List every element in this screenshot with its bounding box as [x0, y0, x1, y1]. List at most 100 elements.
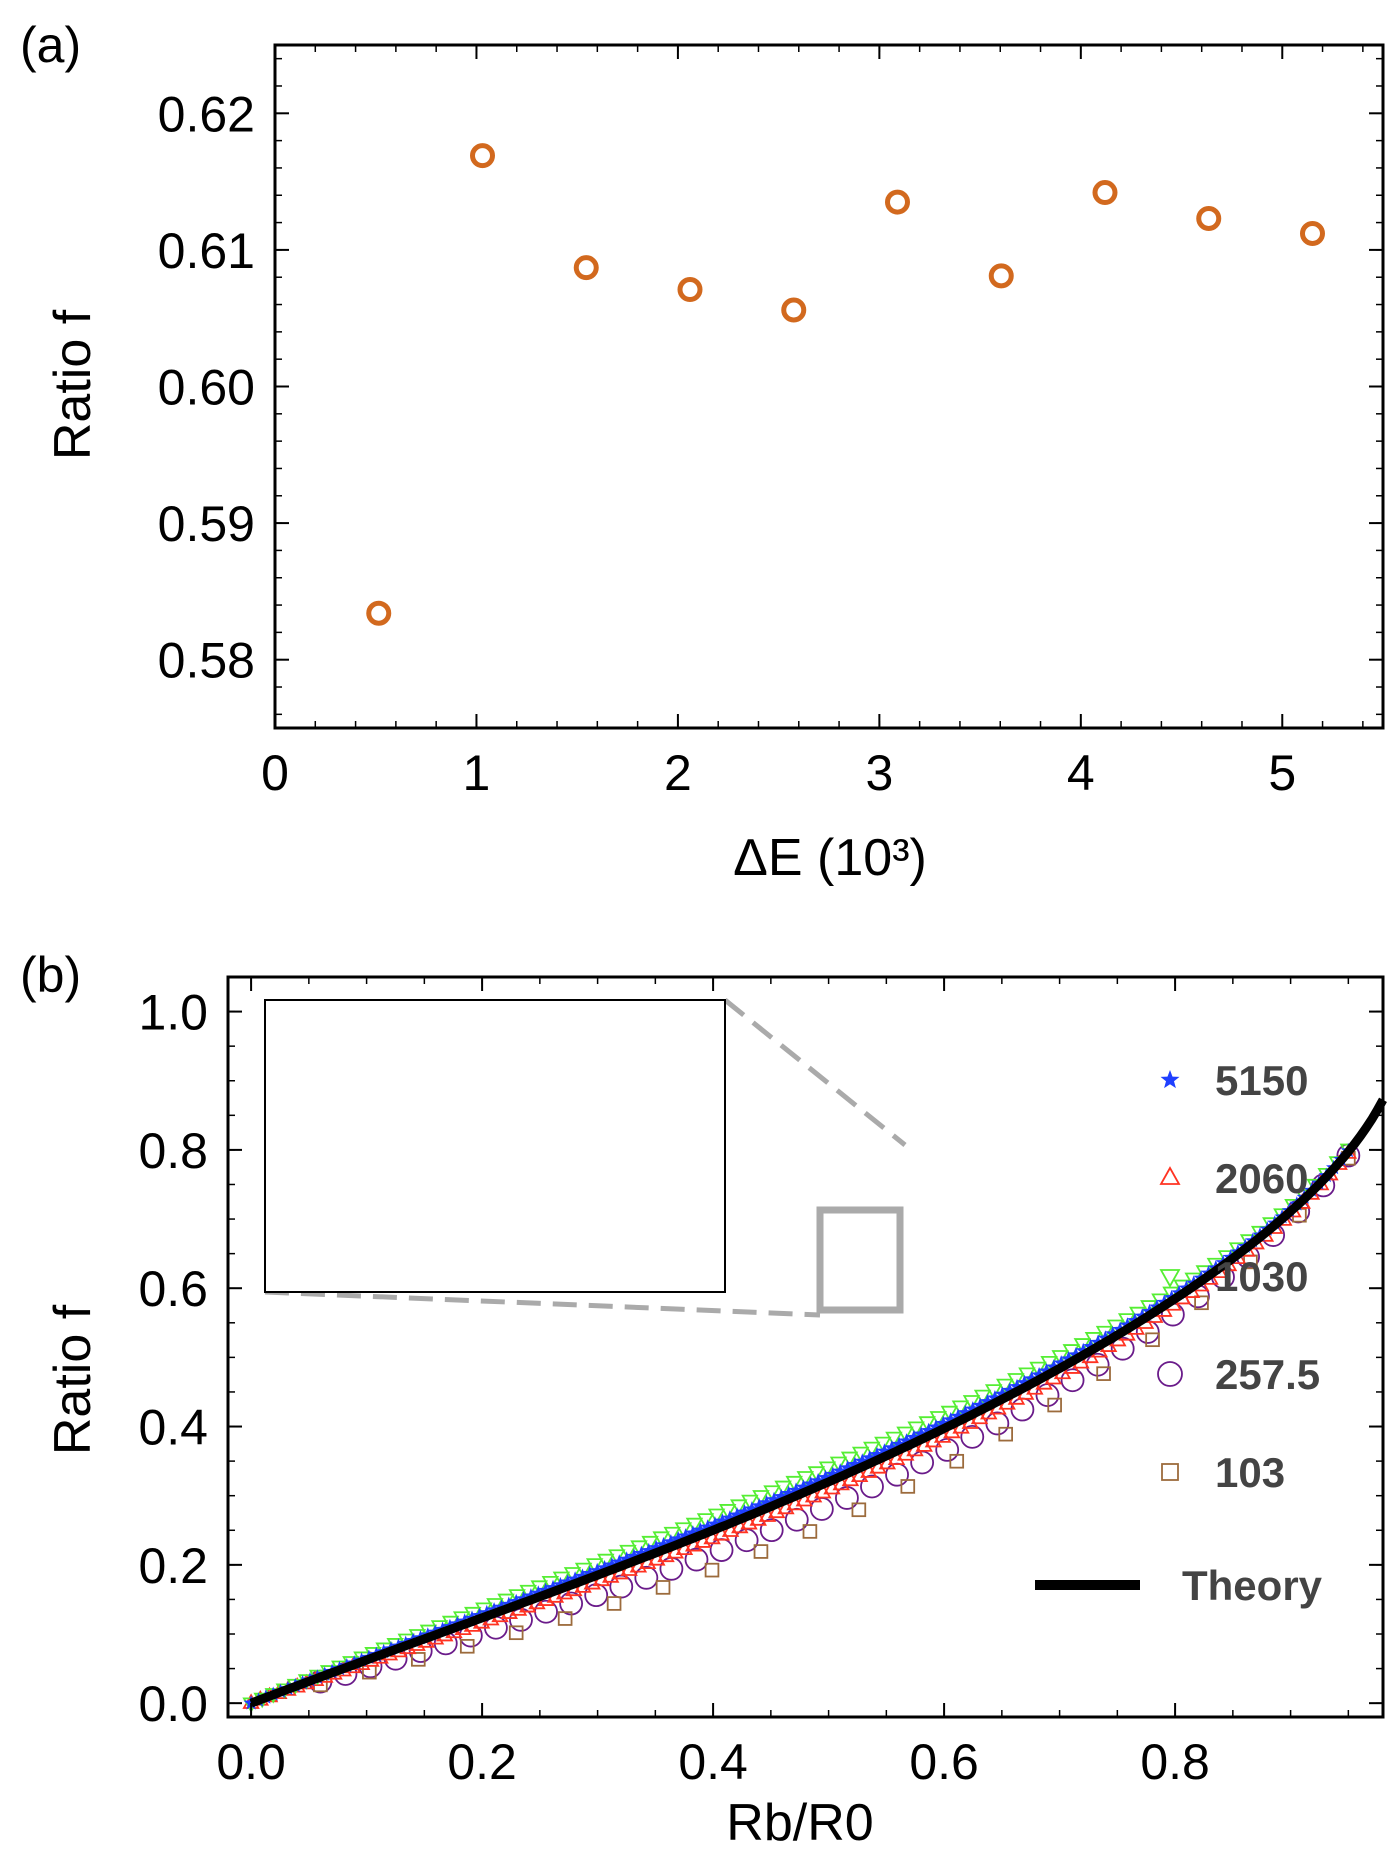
inset-series-5150-point	[563, 1692, 574, 1703]
series-103-point	[508, 1625, 524, 1641]
series-1030-point	[574, 1562, 593, 1579]
series-1030-point	[707, 1508, 726, 1525]
legend-label-5150: 5150	[1215, 1057, 1308, 1104]
series-103-point	[1145, 1332, 1160, 1348]
series-1030-point	[652, 1531, 670, 1547]
series-257-5-point	[985, 1411, 1010, 1436]
series-103-point	[949, 1453, 965, 1469]
series-103-point	[655, 1580, 671, 1595]
inset-series-5150-point	[610, 1682, 622, 1693]
series-103-point	[1194, 1295, 1209, 1311]
series-1030-point	[774, 1480, 792, 1497]
inset-series-5150-point	[634, 1677, 645, 1688]
series-103-point	[606, 1596, 622, 1611]
inset-series-5150-point	[337, 1743, 348, 1754]
series-5150-point	[906, 1429, 922, 1445]
series-5150-point	[560, 1574, 576, 1589]
series-1030-point	[552, 1571, 571, 1588]
series-5150-point	[655, 1536, 672, 1552]
series-1030-point	[896, 1426, 914, 1443]
inset-series-5150-point	[626, 1678, 637, 1689]
inset-series-5150-point	[665, 1669, 676, 1680]
inset-series-1030-point	[280, 1719, 293, 1730]
inset-series-5150-point	[719, 1657, 730, 1668]
series-5150-point	[795, 1479, 811, 1494]
inset-series-5150-point	[330, 1744, 341, 1755]
series-5150-point	[611, 1554, 627, 1569]
series-5150-point	[766, 1491, 782, 1507]
inset-frame	[264, 999, 726, 1293]
inset-series-257-5-point	[442, 1831, 456, 1845]
series-1030-point	[674, 1522, 693, 1538]
series-1030-point	[752, 1490, 770, 1506]
inset-series-5150-point	[556, 1694, 567, 1705]
legend-marker-5150	[1160, 1070, 1180, 1089]
series-5150-point	[663, 1534, 679, 1549]
series-5150-point	[921, 1422, 937, 1438]
series-5150-point	[626, 1548, 642, 1563]
series-5150-point	[707, 1516, 723, 1531]
series-5150-point	[935, 1415, 951, 1431]
inset-series-5150-point	[587, 1687, 598, 1698]
b-y-tick-label: 0.8	[138, 1123, 208, 1179]
series-5150-point	[891, 1436, 907, 1451]
series-1030-point	[630, 1540, 648, 1556]
a-y-tick-label: 0.61	[158, 223, 255, 279]
series-257-5-point	[509, 1607, 533, 1632]
inset-series-5150-point	[407, 1727, 418, 1738]
a-data-point	[573, 255, 599, 281]
series-5150-point	[751, 1498, 767, 1513]
legend-label-2060: 2060	[1215, 1155, 1308, 1202]
inset-series-5150-point	[353, 1739, 364, 1750]
a-x-tick-label: 2	[664, 745, 692, 801]
series-5150-point	[928, 1419, 944, 1434]
series-5150-point	[876, 1443, 892, 1458]
legend-label-257-5: 257.5	[1215, 1351, 1320, 1398]
series-5150-point	[987, 1390, 1003, 1405]
b-y-tick-label: 0.0	[138, 1676, 208, 1732]
legend-marker-2060	[1159, 1166, 1181, 1185]
legend: 5150 2060 1030 257.5 103 Theory	[1035, 1057, 1323, 1609]
inset-series-5150-point	[384, 1732, 396, 1743]
series-5150-point	[1024, 1370, 1040, 1386]
series-1030-point	[829, 1456, 848, 1473]
series-1030-point	[929, 1411, 948, 1427]
inset-series-5150-point	[579, 1689, 590, 1700]
b-y-tick-label: 1.0	[138, 985, 208, 1041]
inset-series-1030-point	[351, 1695, 364, 1706]
a-y-tick-label: 0.62	[158, 86, 255, 142]
a-x-tick-label: 5	[1268, 745, 1296, 801]
series-257-5-point	[634, 1565, 659, 1590]
series-103-point	[753, 1544, 769, 1559]
series-1030-point	[619, 1544, 637, 1561]
panel-a-label: (a)	[20, 17, 81, 73]
zoom-connector-top	[723, 998, 907, 1147]
series-5150-point	[884, 1439, 900, 1455]
series-257-5-point	[885, 1462, 909, 1487]
series-1030-point	[741, 1494, 759, 1511]
series-5150-point	[898, 1433, 915, 1448]
series-5150-point	[957, 1404, 973, 1420]
series-257-5-point	[784, 1507, 809, 1532]
series-5150-point	[1009, 1378, 1025, 1394]
b-x-tick-label: 0.4	[678, 1734, 748, 1790]
a-data-point	[884, 189, 910, 215]
panel-a-frame	[273, 43, 1385, 730]
inset-series-5150-point	[485, 1710, 496, 1721]
series-1030-point	[962, 1395, 981, 1411]
chart-panel-a: (a) 0 1 2 3 4 50.580.590.600.610.62 ΔE (10³) …	[20, 17, 1385, 887]
series-1030-point	[730, 1499, 748, 1515]
series-5150-point	[840, 1459, 856, 1475]
inset-series-1030-point	[436, 1677, 449, 1688]
series-1030-point	[718, 1504, 737, 1520]
panel-b-y-axis-title: Ratio f	[44, 1304, 102, 1455]
series-1030-point	[641, 1535, 659, 1552]
series-5150-point	[744, 1501, 760, 1516]
series-103-point	[557, 1611, 573, 1626]
a-data-point	[677, 277, 703, 303]
panel-a-x-axis-title: ΔE (10³)	[733, 829, 927, 887]
theory-curve	[249, 1097, 1387, 1708]
inset-series-5150-point	[571, 1691, 582, 1702]
series-5150-point	[862, 1450, 878, 1465]
a-data-point	[1092, 180, 1118, 206]
